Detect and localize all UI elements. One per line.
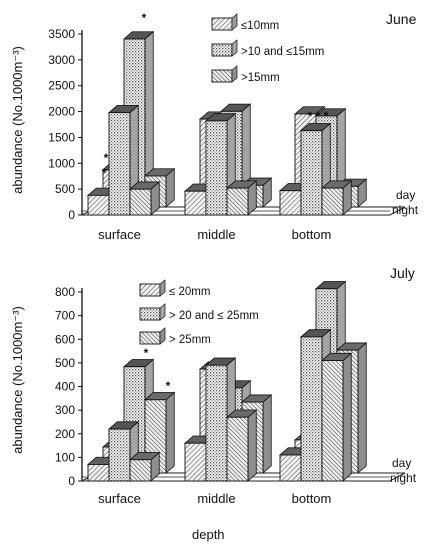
june-bar-night-0-2 (129, 188, 152, 216)
july-bar-night-1-0 (184, 442, 207, 482)
july-y-tick-label: 700 (55, 309, 75, 323)
july-bar-night-0-0 (87, 464, 110, 482)
july-night-label: night (390, 471, 417, 485)
june-legend-swatch-side-1 (231, 39, 238, 57)
june-legend-swatch-side-2 (231, 65, 238, 83)
june-legend-label-2: >15mm (241, 72, 280, 84)
june-legend-swatch-1 (211, 43, 233, 57)
june-y-tick-label: 1500 (48, 130, 75, 144)
june-legend-swatch-2 (211, 69, 233, 83)
june-y-tick-label: 500 (55, 182, 75, 196)
july-category-label: surface (98, 491, 141, 506)
july-day-label: day (392, 456, 411, 470)
july-y-tick-label: 100 (55, 450, 75, 464)
july-bar-night-1-2-side (247, 409, 257, 482)
july-bar-night-2-2 (321, 360, 344, 482)
july-annotation-0: * (144, 346, 149, 360)
june-annotation-1: * (104, 151, 109, 165)
june-bar-night-1-2 (226, 187, 249, 216)
july-y-tick-label: 300 (55, 403, 75, 417)
june-legend-swatch-side-0 (231, 13, 238, 31)
june-panel: 0 500 1000 1500 2000 2500 3000 3500 surface middl… (48, 11, 406, 242)
july-bar-day-1-2-side (262, 394, 272, 474)
june-annotation-2: * (102, 166, 107, 180)
july-legend-swatch-side-1 (159, 303, 166, 321)
july-y-tick-label: 500 (55, 356, 75, 370)
june-y-tick-label: 3500 (48, 27, 75, 41)
june-legend-label-1: >10 and ≤15mm (241, 46, 324, 58)
june-bar-night-2-2 (321, 187, 344, 216)
july-bar-night-0-1 (108, 428, 131, 482)
july-bar-night-2-1 (300, 336, 323, 482)
june-bar-night-2-1 (300, 130, 323, 216)
july-y-tick-label: 800 (55, 285, 75, 299)
july-legend-label-1: > 20 and ≤ 25mm (169, 310, 259, 322)
june-title: June (386, 11, 417, 27)
july-bar-night-2-2-side (342, 352, 352, 482)
june-category-label: middle (197, 227, 235, 242)
july-y-tick-label: 400 (55, 380, 75, 394)
june-y-tick-label: 3000 (48, 53, 75, 67)
x-axis-title: depth (192, 527, 225, 542)
july-bar-night-0-2 (129, 459, 152, 482)
july-y-tick-label: 0 (68, 474, 75, 488)
june-bar-night-0-0 (87, 194, 110, 216)
july-bar-day-2-2-side (357, 342, 367, 474)
june-bar-night-0-1 (108, 112, 131, 216)
june-category-label: surface (98, 227, 141, 242)
june-annotation-3: * * * (308, 109, 329, 123)
july-legend-swatch-side-2 (159, 327, 166, 345)
july-bar-night-2-0 (279, 454, 302, 482)
june-bar-night-1-1 (205, 120, 228, 216)
june-bar-night-1-0 (184, 190, 207, 216)
july-legend-label-2: > 25mm (169, 334, 211, 346)
june-y-tick-label: 2000 (48, 105, 75, 119)
june-y-tick-label: 2500 (48, 79, 75, 93)
june-y-tick-label: 0 (68, 208, 75, 222)
july-title: July (390, 265, 415, 281)
july-ylabel: abundance (No.1000m⁻³) (10, 306, 25, 454)
july-category-label: middle (197, 491, 235, 506)
july-y-tick-label: 600 (55, 332, 75, 346)
july-legend-label-0: ≤ 20mm (169, 286, 210, 298)
june-ylabel: abundance (No.1000m⁻³) (10, 46, 25, 194)
june-bar-night-2-0 (279, 190, 302, 216)
june-y-tick-label: 1000 (48, 156, 75, 170)
june-category-label: bottom (292, 227, 332, 242)
july-y-tick-label: 200 (55, 427, 75, 441)
june-annotation-0: * (142, 11, 147, 25)
july-legend-swatch-2 (139, 331, 161, 345)
july-category-label: bottom (292, 491, 332, 506)
july-panel: 0 100 200 300 400 500 600 700 800 surface middle bo… (55, 279, 406, 506)
june-legend-label-0: ≤10mm (241, 20, 279, 32)
july-annotation-1: * (166, 379, 171, 393)
july-bar-night-1-1 (205, 364, 228, 482)
july-bar-night-1-2 (226, 416, 249, 482)
june-day-label: day (396, 188, 415, 202)
july-legend-swatch-0 (139, 283, 161, 297)
july-bar-day-0-2-side (165, 391, 175, 474)
june-night-label: night (392, 203, 419, 217)
july-legend-swatch-side-0 (159, 279, 166, 297)
june-legend-swatch-0 (211, 17, 233, 31)
july-legend-swatch-1 (139, 307, 161, 321)
